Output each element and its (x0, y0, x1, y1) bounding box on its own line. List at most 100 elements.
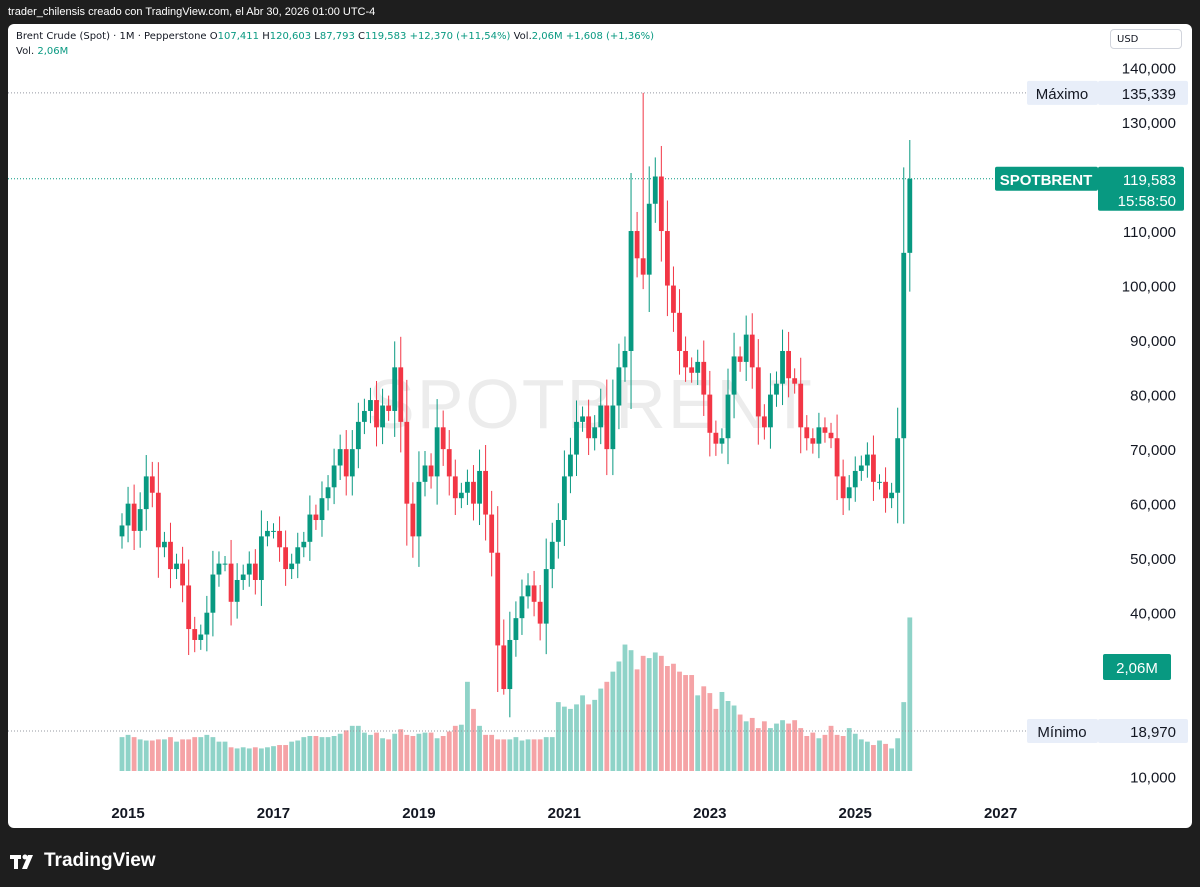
volume-bar (404, 734, 410, 771)
candle-body (246, 563, 252, 575)
min-value: 18,970 (1130, 724, 1176, 741)
volume-bar (465, 681, 470, 771)
volume-bar (665, 666, 670, 771)
volume-bar (701, 686, 707, 771)
volume-bar (422, 732, 428, 771)
tradingview-logo[interactable]: TradingView (10, 850, 156, 872)
candle-body (301, 541, 307, 548)
candle-body (574, 421, 579, 455)
volume-bar (283, 745, 289, 771)
candle-body (755, 367, 761, 417)
volume-bar (507, 739, 513, 771)
candle-body (186, 585, 192, 630)
legend-row-1: Brent Crude (Spot) · 1M · Pepperstone O1… (16, 30, 654, 44)
candle-body (422, 465, 428, 482)
volume-bar (349, 725, 355, 771)
volume-bar (168, 737, 173, 771)
volume-bar (822, 734, 828, 771)
volume-bar (125, 734, 131, 771)
candle-body (816, 427, 822, 444)
candle-body (507, 639, 513, 690)
time-axis-tick: 2021 (548, 805, 581, 822)
candle-body (289, 563, 295, 570)
candle-body (780, 350, 785, 384)
candle-body (471, 481, 476, 504)
volume-bar (901, 702, 907, 771)
volume-bar (119, 737, 125, 771)
candle-body (652, 176, 658, 204)
candle-body (786, 350, 791, 379)
currency-selector[interactable]: USD (1110, 29, 1182, 49)
candle-body (646, 203, 652, 275)
volume-bar (186, 739, 192, 771)
attribution-bar: trader_chilensis creado con TradingView.… (0, 0, 1200, 24)
candle-body (477, 470, 482, 504)
candle-body (907, 178, 913, 253)
candle-body (458, 492, 464, 499)
candle-body (204, 612, 210, 635)
price-chart[interactable]: 140,000 130,000 110,000 100,000 90,000 80,000… (8, 24, 1192, 828)
candle-body (271, 530, 276, 532)
candle-body (713, 432, 719, 444)
max-value-box (1098, 80, 1188, 105)
candle-body (252, 563, 258, 580)
volume-bar (180, 739, 185, 771)
candle-body (119, 525, 125, 537)
low-value: 87,793 (319, 31, 355, 42)
volume-bar (343, 730, 349, 771)
volume-bar (374, 732, 379, 771)
close-value: 119,583 (365, 31, 407, 42)
volume-bar (131, 737, 137, 771)
candle-body (392, 367, 398, 411)
attribution-text: trader_chilensis creado con TradingView.… (8, 6, 376, 18)
candle-body (549, 541, 555, 570)
volume-bar (731, 705, 737, 771)
volume-bar (489, 734, 495, 771)
volume-bar (695, 695, 701, 771)
candle-body (725, 394, 731, 439)
volume-bar (707, 693, 713, 771)
brand-name: TradingView (44, 850, 156, 871)
candle-body (155, 492, 161, 548)
price-axis-tick: 90,000 (1130, 333, 1176, 350)
volume-bar (852, 733, 858, 771)
candle-body (440, 427, 446, 450)
candle-body (883, 481, 888, 499)
volume-tag: 2,06M (1116, 660, 1158, 677)
candle-body (143, 476, 149, 510)
candle-body (586, 416, 592, 439)
candle-body (410, 503, 416, 537)
candle-body (792, 378, 798, 384)
candle-body (295, 547, 301, 564)
candle-body (701, 361, 707, 395)
price-axis-tick: 40,000 (1130, 606, 1176, 623)
volume-bar (786, 723, 791, 771)
candle-body (695, 361, 701, 373)
candle-body (707, 394, 713, 433)
volume-bar (622, 644, 628, 771)
volume-bar (483, 734, 488, 771)
candle-body (604, 405, 610, 450)
candle-body (222, 563, 228, 565)
candle-body (452, 476, 458, 499)
candle-body (846, 487, 852, 499)
volume-bar (519, 740, 525, 771)
candle-body (628, 231, 634, 351)
volume-bar (616, 661, 622, 771)
candle-body (465, 481, 470, 493)
volume-bar (895, 738, 901, 771)
volume-bar (513, 737, 519, 771)
volume-bar (434, 738, 440, 771)
candle-body (555, 520, 561, 542)
candle-body (216, 563, 222, 575)
volume-bar (325, 737, 331, 771)
candle-body (531, 585, 537, 602)
candle-body (446, 449, 452, 477)
candle-body (731, 356, 737, 395)
bar-countdown: 15:58:50 (1118, 193, 1176, 210)
volume-bar (634, 669, 640, 771)
open-value: 107,411 (217, 31, 259, 42)
chart-panel[interactable]: SPOTBRENT 140,000 130,000 110,000 100,000 90… (8, 24, 1192, 828)
volume-bar (174, 741, 179, 771)
candle-body (258, 536, 264, 580)
